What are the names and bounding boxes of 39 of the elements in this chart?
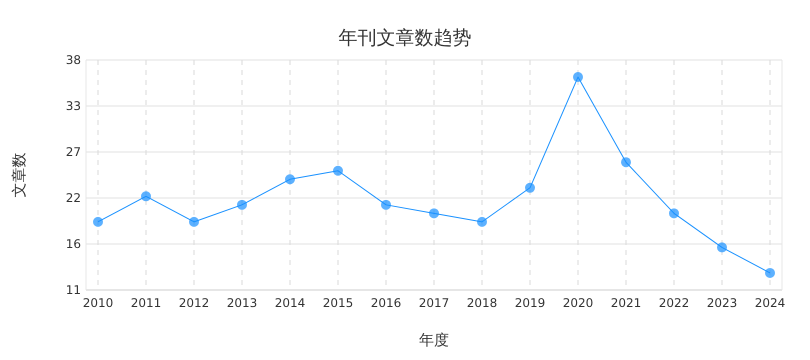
point [669,208,679,218]
point [333,166,343,176]
point [141,191,151,202]
x-tick-label: 2013 [226,296,258,310]
point [525,182,535,193]
x-tick-label: 2020 [562,296,594,310]
chart-title: 年刊文章数趋势 [338,27,472,49]
y-tick-label: 11 [66,283,81,297]
point [189,216,199,227]
x-tick-label: 2022 [658,296,690,310]
x-axis-title: 年度 [419,331,449,349]
x-tick-label: 2019 [514,296,546,310]
x-tick-label: 2017 [418,296,450,310]
x-tick-label: 2014 [274,296,306,310]
point [765,268,775,278]
y-tick-label: 16 [66,237,81,251]
point [381,200,391,210]
y-tick-label: 38 [66,53,81,67]
x-tick-label: 2021 [610,296,642,310]
x-tick-label: 2012 [178,296,210,310]
point [429,208,439,218]
point [573,72,583,82]
y-tick-label: 22 [66,191,81,205]
x-tick-label: 2023 [706,296,738,310]
x-tick-label: 2010 [82,296,114,310]
x-tick-label: 2011 [130,296,162,310]
x-tick-label: 2018 [466,296,498,310]
x-tick-label: 2024 [754,296,786,310]
x-tick-label: 2015 [322,296,354,310]
x-tick-label: 2016 [370,296,402,310]
y-tick-label: 27 [66,145,81,159]
point [237,200,247,210]
y-tick-label: 33 [66,99,81,113]
point [621,157,631,168]
point [93,216,103,227]
point [477,216,487,227]
y-axis-title: 文章数 [10,152,28,198]
point [285,174,295,184]
point [717,242,727,252]
